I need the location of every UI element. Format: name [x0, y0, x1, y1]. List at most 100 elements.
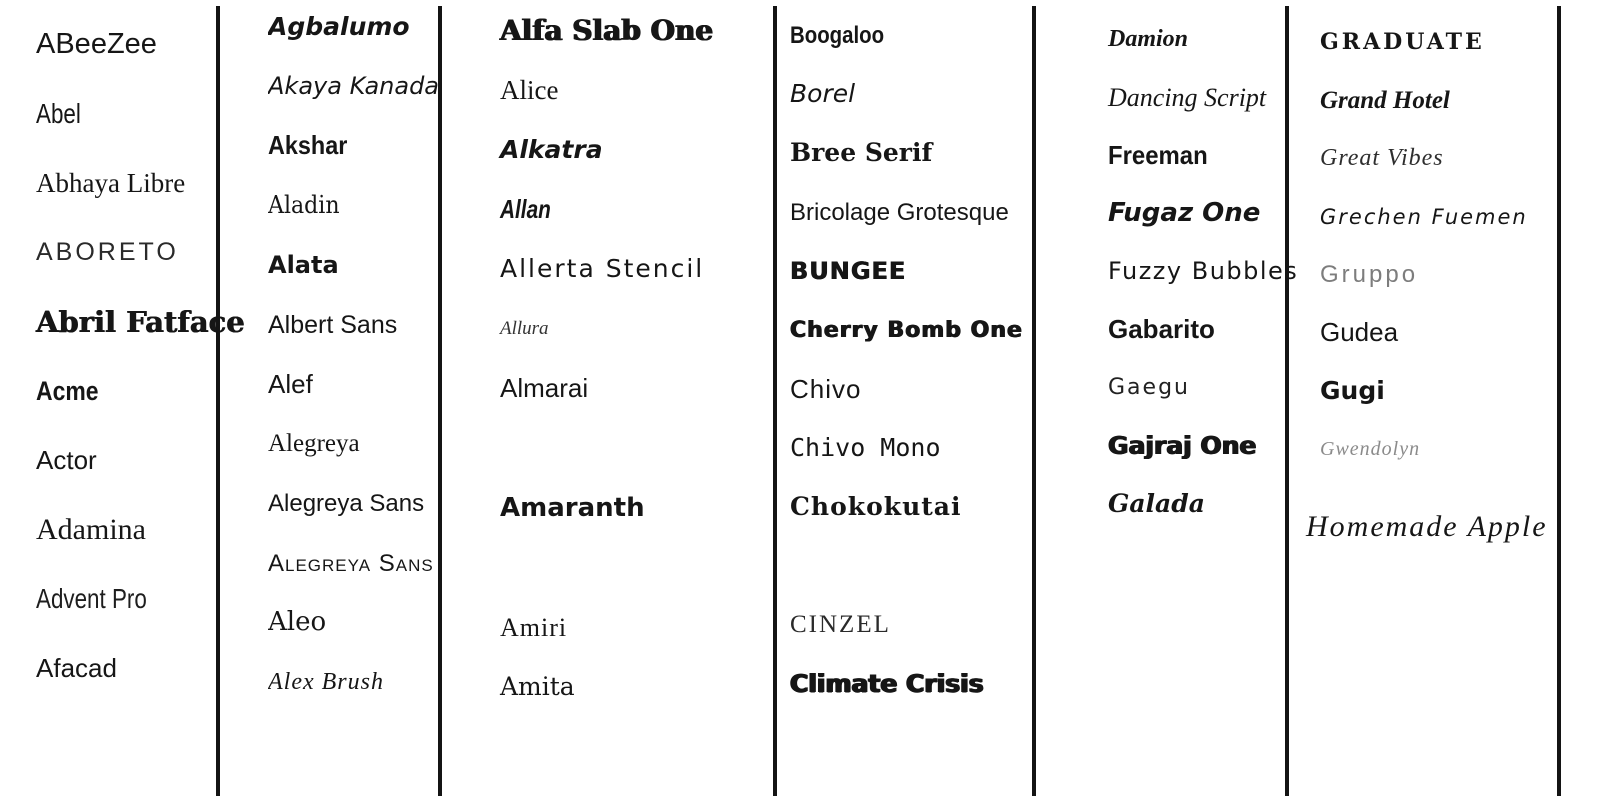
font-slot: Acme: [36, 356, 216, 425]
empty-slot: [500, 538, 770, 598]
font-slot: Damion: [1108, 11, 1284, 69]
column-divider-6: [1557, 6, 1561, 796]
font-slot: Gwendolyn: [1320, 420, 1554, 478]
font-graduate: GRADUATE: [1320, 29, 1485, 56]
column-divider-5: [1285, 6, 1289, 796]
font-slot: Gajraj One: [1108, 417, 1284, 475]
font-akaya-kanadaka: Akaya Kanadaka: [268, 71, 438, 100]
font-slot: Fugaz One: [1108, 185, 1284, 243]
font-slot: Agbalumo: [268, 0, 438, 57]
font-slot: Dancing Script: [1108, 69, 1284, 127]
font-slot: Borel: [790, 65, 1030, 124]
font-bungee: BUNGEE: [790, 256, 907, 285]
font-freeman: Freeman: [1108, 140, 1208, 171]
font-damion: Damion: [1108, 26, 1189, 53]
font-great-vibes: Great Vibes: [1320, 145, 1444, 172]
font-slot: Amiri: [500, 598, 770, 658]
font-cherry-bomb-one: Cherry Bomb One: [790, 317, 1023, 343]
font-slot: Homemade Apple: [1306, 478, 1554, 542]
font-gaegu: Gaegu: [1108, 375, 1190, 401]
font-column-1: ABeeZee Abel Abhaya Libre ABORETO Abril Fatf…: [36, 10, 245, 703]
font-slot: Climate Crisis: [790, 655, 1030, 714]
font-aladin: Aladin: [268, 190, 340, 219]
font-grechen-fuemen: Grechen Fuemen: [1320, 204, 1528, 229]
font-amaranth: Amaranth: [500, 492, 645, 523]
font-slot: Chivo: [790, 360, 1030, 419]
font-slot: Chivo Mono: [790, 419, 1030, 478]
font-amiri: Amiri: [500, 613, 568, 643]
font-slot: Gaegu: [1108, 359, 1284, 417]
font-slot: Advent Pro: [36, 564, 216, 633]
font-dancing-script: Dancing Script: [1108, 83, 1267, 113]
font-bree-serif: Bree Serif: [790, 138, 933, 168]
font-slot: Great Vibes: [1320, 130, 1554, 188]
font-slot: Bricolage Grotesque: [790, 183, 1030, 242]
font-amita: Amita: [500, 672, 575, 702]
font-afacad: Afacad: [36, 652, 117, 683]
font-alef: Alef: [268, 368, 313, 399]
font-abhaya-libre: Abhaya Libre: [36, 168, 186, 199]
font-allura: Allura: [500, 318, 549, 340]
font-chokokutai: Chokokutai: [790, 492, 962, 522]
font-gudea: Gudea: [1320, 317, 1399, 348]
font-slot: Alkatra: [500, 120, 770, 180]
empty-slot: [500, 419, 770, 479]
font-column-5: Damion Dancing Script Freeman Fugaz One Fuzz…: [1108, 11, 1297, 533]
font-slot: Abril Fatface: [36, 287, 245, 356]
font-slot: Gudea: [1320, 304, 1554, 362]
font-alegreya-sans-sc: Alegreya Sans SC: [268, 549, 438, 577]
font-slot: Afacad: [36, 634, 216, 703]
font-gajraj-one: Gajraj One: [1108, 430, 1257, 460]
font-adamina: Adamina: [36, 512, 146, 546]
font-aleo: Aleo: [268, 607, 327, 638]
font-gugi: Gugi: [1320, 375, 1385, 405]
column-divider-4: [1032, 6, 1036, 796]
font-slot: Actor: [36, 426, 216, 495]
column-divider-1: [216, 6, 220, 796]
font-grand-hotel: Grand Hotel: [1320, 86, 1450, 114]
font-slot: Alegreya Sans: [268, 474, 438, 534]
font-slot: Chokokutai: [790, 478, 1030, 537]
font-climate-crisis: Climate Crisis: [790, 669, 984, 699]
font-slot: Akshar: [268, 116, 438, 176]
font-allerta-stencil: Allerta Stencil: [500, 254, 705, 284]
column-divider-2: [438, 6, 442, 796]
font-agbalumo: Agbalumo: [268, 11, 410, 41]
font-alkatra: Alkatra: [500, 135, 603, 165]
font-alfa-slab-one: Alfa Slab One: [500, 14, 714, 48]
font-column-3: Alfa Slab One Alice Alkatra Allan Allerta St…: [500, 1, 770, 717]
font-slot: Grechen Fuemen: [1320, 188, 1554, 246]
font-homemade-apple: Homemade Apple: [1306, 510, 1548, 544]
font-cinzel: CINZEL: [790, 611, 891, 639]
font-slot: Alegreya Sans SC: [268, 533, 438, 593]
font-advent-pro: Advent Pro: [36, 583, 147, 615]
font-slot: Alata: [268, 235, 438, 295]
font-aboreto: ABORETO: [36, 238, 179, 267]
font-slot: Amaranth: [500, 479, 770, 539]
font-slot: Freeman: [1108, 127, 1284, 185]
font-slot: Alex Brush: [268, 653, 438, 713]
font-slot: ABeeZee: [36, 10, 216, 79]
font-alegreya: Alegreya: [268, 429, 360, 457]
font-slot: Almarai: [500, 359, 770, 419]
font-slot: Alfa Slab One: [500, 1, 770, 61]
font-slot: Alegreya: [268, 414, 438, 474]
font-slot: Bree Serif: [790, 124, 1030, 183]
font-bricolage-grotesque: Bricolage Grotesque: [790, 198, 1009, 226]
font-slot: GRADUATE: [1320, 14, 1554, 72]
font-borel: Borel: [790, 79, 856, 109]
font-column-4: Boogaloo Borel Bree Serif Bricolage Grotesq…: [790, 6, 1030, 714]
font-slot: CINZEL: [790, 596, 1030, 655]
font-gabarito: Gabarito: [1108, 314, 1215, 345]
font-slot: Galada: [1108, 475, 1284, 533]
font-alata: Alata: [268, 250, 339, 279]
font-galada: Galada: [1108, 488, 1205, 518]
font-slot: Allerta Stencil: [500, 240, 770, 300]
font-almarai: Almarai: [500, 373, 589, 404]
font-gwendolyn: Gwendolyn: [1320, 437, 1421, 460]
font-slot: Aleo: [268, 593, 438, 653]
font-alice: Alice: [500, 75, 559, 106]
empty-slot: [790, 537, 1030, 596]
font-slot: Alef: [268, 355, 438, 415]
